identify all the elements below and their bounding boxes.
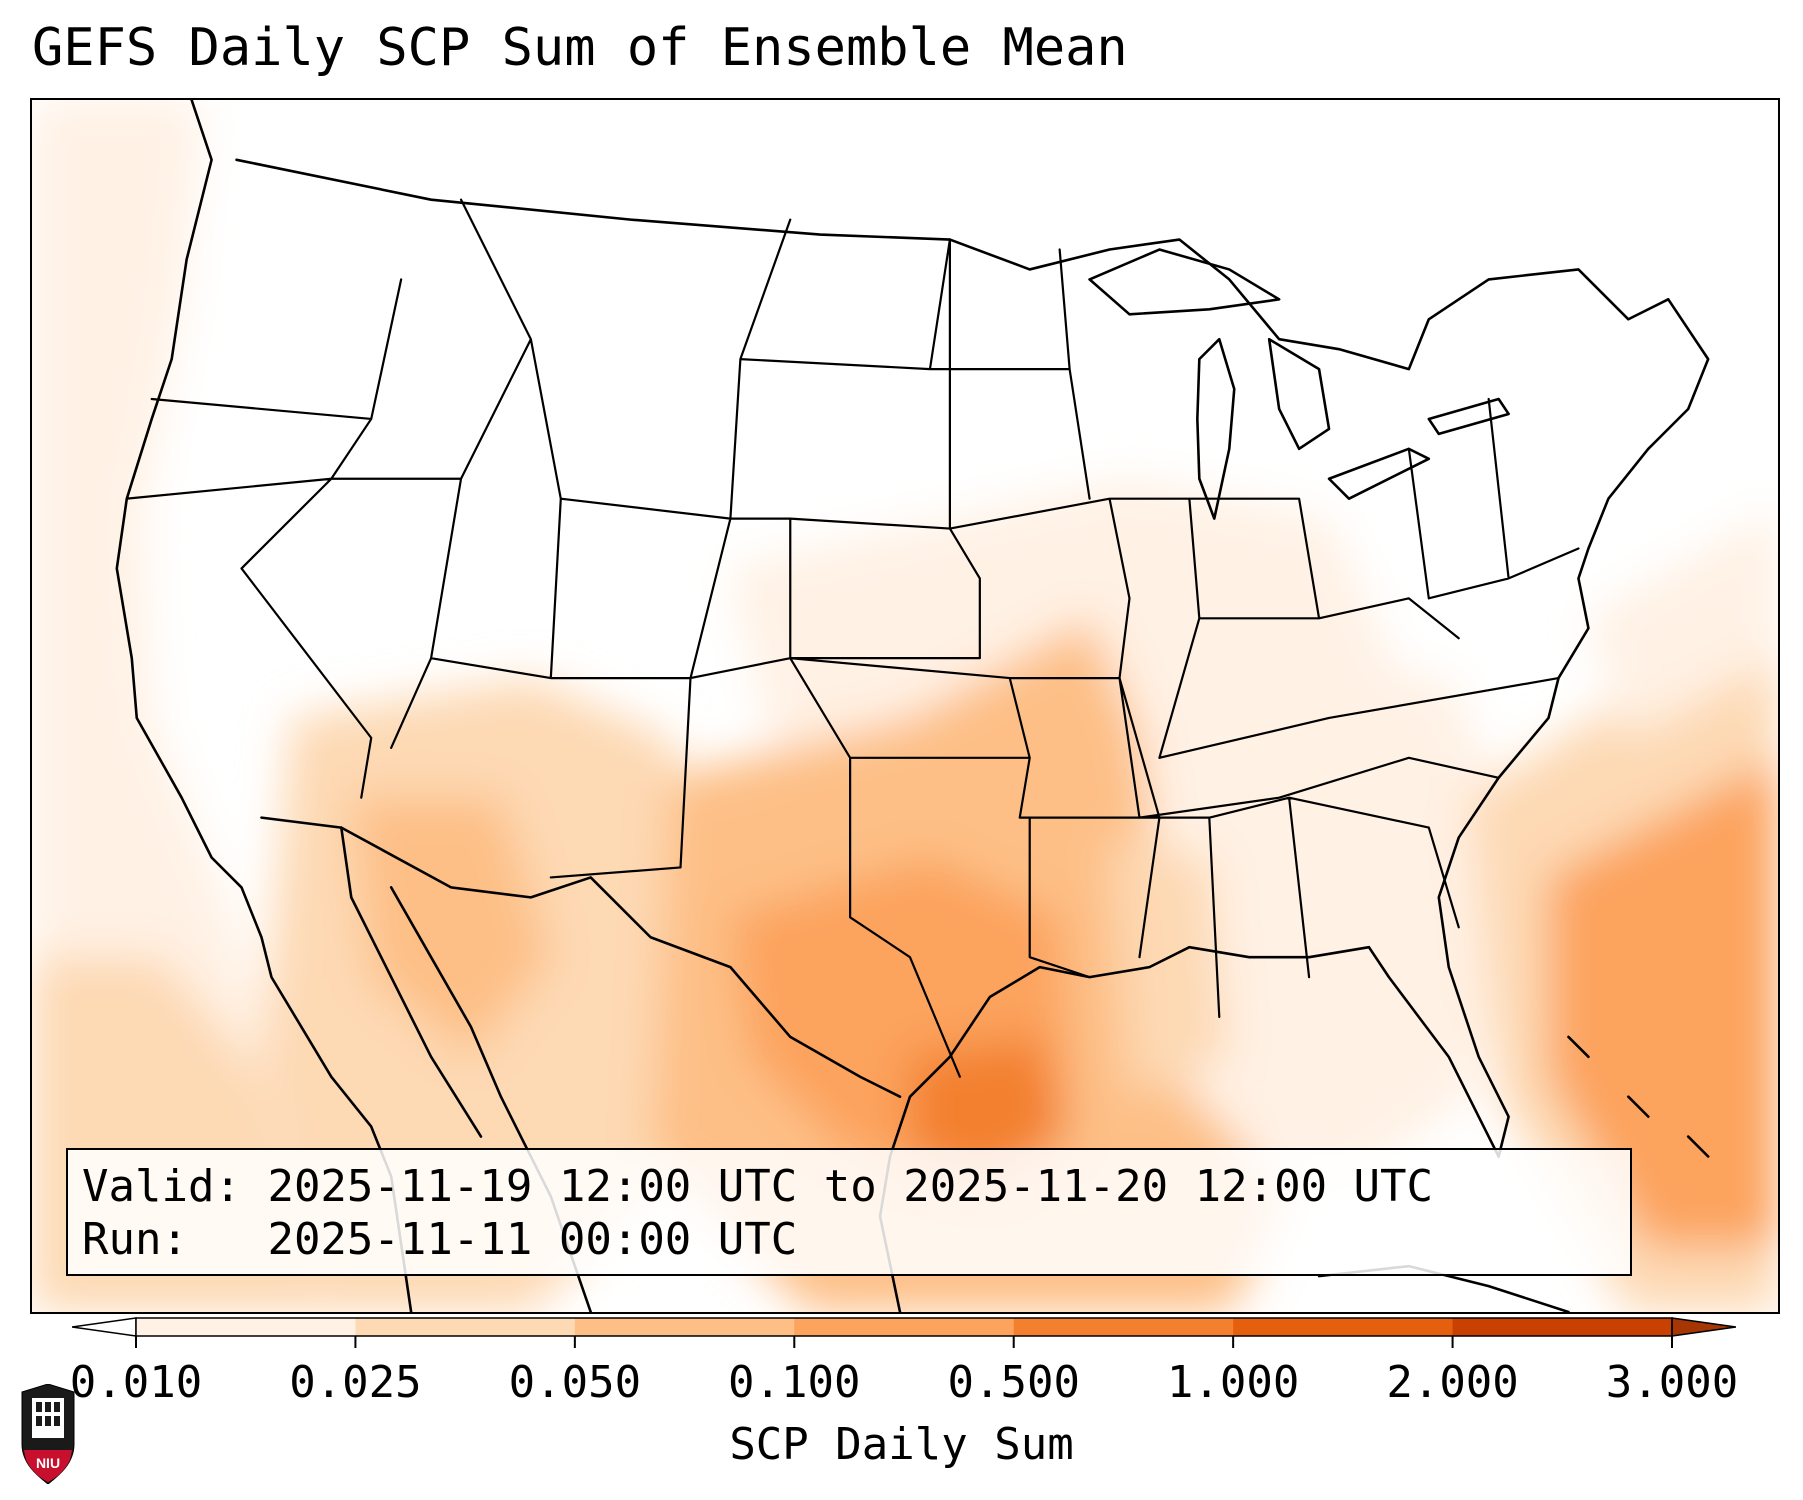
valid-label: Valid: [82, 1161, 241, 1212]
colorbar-tick-label: 0.100 [728, 1357, 861, 1408]
scp-field-arizona [351, 797, 551, 1057]
map-title: GEFS Daily SCP Sum of Ensemble Mean [32, 18, 1128, 78]
colorbar [72, 1317, 1736, 1348]
colorbar-segment [136, 1318, 356, 1336]
lake-superior [1088, 248, 1281, 316]
run-label: Run: [82, 1214, 188, 1265]
colorbar-frame [135, 1317, 1673, 1337]
colorbar-tick-label: 0.050 [508, 1357, 642, 1408]
colorbar-over-arrow [1671, 1317, 1736, 1337]
colorbar-segment [574, 1318, 795, 1336]
map-outlines [115, 100, 1710, 1312]
coastline-west [115, 100, 413, 1312]
colorbar-tick-label: 1.000 [1166, 1357, 1300, 1408]
scp-shading [32, 100, 1778, 1312]
colorbar-tick-label: 0.010 [69, 1357, 203, 1408]
valid-value: 2025-11-19 12:00 UTC to 2025-11-20 12:00… [267, 1161, 1434, 1212]
border-mexico [260, 816, 902, 1099]
colorbar-tick-label: 3.000 [1605, 1357, 1739, 1408]
border-great-lakes [948, 238, 1670, 371]
scp-field-new-england [1588, 508, 1778, 738]
colorbar-segment [1013, 1318, 1234, 1336]
state-borders [125, 198, 1580, 1078]
lake-ontario [1427, 397, 1510, 436]
logo-text: NIU [36, 1455, 60, 1471]
colorbar-segment [1233, 1318, 1454, 1336]
info-box: Valid: 2025-11-19 12:00 UTC to 2025-11-2… [66, 1148, 1632, 1276]
lake-huron [1267, 337, 1331, 451]
scp-field-southeast [1129, 658, 1529, 1197]
map-canvas [32, 100, 1778, 1312]
colorbar-segment [1452, 1318, 1673, 1336]
scp-field-mississippi [1109, 837, 1230, 1097]
lake-erie [1327, 447, 1431, 500]
colorbar-tick-label: 2.000 [1386, 1357, 1519, 1408]
scp-field-atlantic-core [1548, 757, 1778, 1247]
colorbar-tick-label: 0.025 [289, 1357, 422, 1408]
lake-michigan [1196, 337, 1236, 520]
colorbar-tick-label: 0.500 [947, 1357, 1080, 1408]
coastline-florida [1367, 945, 1500, 1158]
colorbar-ticks [135, 1336, 1673, 1348]
map-frame [30, 98, 1780, 1314]
border-canada-west [235, 158, 952, 241]
colorbar-segment [794, 1318, 1015, 1336]
coastline-baja [339, 826, 483, 1138]
colorbar-label: SCP Daily Sum [729, 1419, 1074, 1470]
run-value: 2025-11-11 00:00 UTC [267, 1214, 798, 1265]
niu-logo-icon: NIU [21, 1384, 75, 1484]
colorbar-under-arrow [72, 1317, 137, 1337]
colorbar-segment [355, 1318, 576, 1336]
colorbar-segments [72, 1317, 1736, 1337]
coastline-bahamas [1567, 1035, 1710, 1158]
